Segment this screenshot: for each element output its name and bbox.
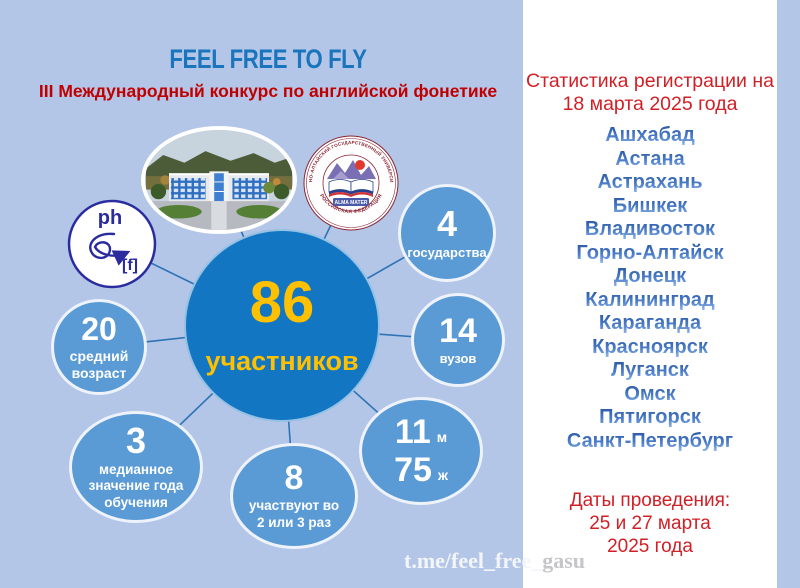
city-item: Караганда [523,312,777,336]
phonetics-logo: ph [f] [67,199,157,289]
ph-logo-top-text: ph [98,207,122,229]
stats-title-line1: Статистика регистрации на [526,70,774,92]
event-dates-line2: 25 и 27 марта [589,512,711,534]
city-item: Луганск [523,359,777,383]
city-item: Владивосток [523,218,777,242]
telegram-watermark-link[interactable]: t.me/feel_free_gasu [404,548,585,574]
event-dates-line3: 2025 года [607,535,693,557]
page-title: FEEL FREE TO FLY [169,44,367,74]
emblem-sun [355,160,365,170]
city-item: Ашхабад [523,124,777,148]
bubble-states: 4 государства [398,184,496,282]
city-item: Астрахань [523,171,777,195]
bubble-age-label: средний возраст [69,347,129,381]
city-item: Астана [523,148,777,172]
city-item: Омск [523,383,777,407]
bubble-universities-value: 14 [439,311,477,350]
emblem-banner [333,198,369,206]
page-subtitle: III Международный конкурс по английской … [38,81,498,101]
bubble-repeats-label: участвуют во 2 или 3 раз [248,498,340,530]
bubble-median-value: 3 [125,420,147,462]
city-item: Горно-Алтайск [523,242,777,266]
city-item: Донецк [523,265,777,289]
bubble-age-value: 20 [81,310,117,347]
event-dates: Даты проведения: 25 и 27 марта 2025 года [523,490,777,558]
telegram-watermark-left: t.me/feel_free_ [404,548,543,573]
university-building-photo [141,126,297,234]
hub-label: участников [205,346,359,376]
event-dates-line1: Даты проведения: [569,490,731,511]
bubble-states-label: государства [407,244,487,260]
bubble-median-year: 3 медианное значение года обучения [69,411,203,523]
ph-logo-flourish-arrow [89,232,131,266]
bubble-universities: 14 вузов [411,293,505,387]
building-illustration [145,130,293,230]
city-list: Ашхабад Астана Астрахань Бишкек Владивос… [523,124,777,453]
hub-participants: 86 участников [184,229,380,422]
bubble-universities-label: вузов [439,350,477,366]
hub-value: 86 [249,270,315,335]
bubble-gender-male-value: 11 [394,413,431,451]
bubble-gender: 11 м 75 ж [359,397,483,505]
city-item: Красноярск [523,336,777,360]
city-item: Калининград [523,289,777,313]
bubble-repeats-value: 8 [284,459,304,498]
bubble-states-value: 4 [436,202,458,244]
bubble-gender-female-unit: ж [437,467,448,483]
bubble-gender-male-unit: м [436,429,448,445]
bubble-median-label: медианное значение года обучения [88,462,184,510]
stats-title: Статистика регистрации на 18 марта 2025 … [523,70,777,117]
emblem-banner-text: ALMA MATER [334,200,367,206]
stats-title-line2: 18 марта 2025 года [562,93,738,116]
telegram-watermark-right: gasu [542,548,586,573]
bubble-average-age: 20 средний возраст [51,299,147,395]
city-item: Санкт-Петербург [523,430,777,454]
bubble-gender-female-value: 75 [394,451,432,489]
registration-panel: Статистика регистрации на 18 марта 2025 … [523,0,777,588]
bubble-repeats: 8 участвуют во 2 или 3 раз [230,443,358,549]
ph-logo-bottom-text: [f] [122,257,138,274]
city-item: Пятигорск [523,406,777,430]
city-item: Бишкек [523,195,777,219]
university-emblem: ГОРНО-АЛТАЙСКИЙ ГОСУДАРСТВЕННЫЙ УНИВЕРСИ… [303,135,399,231]
